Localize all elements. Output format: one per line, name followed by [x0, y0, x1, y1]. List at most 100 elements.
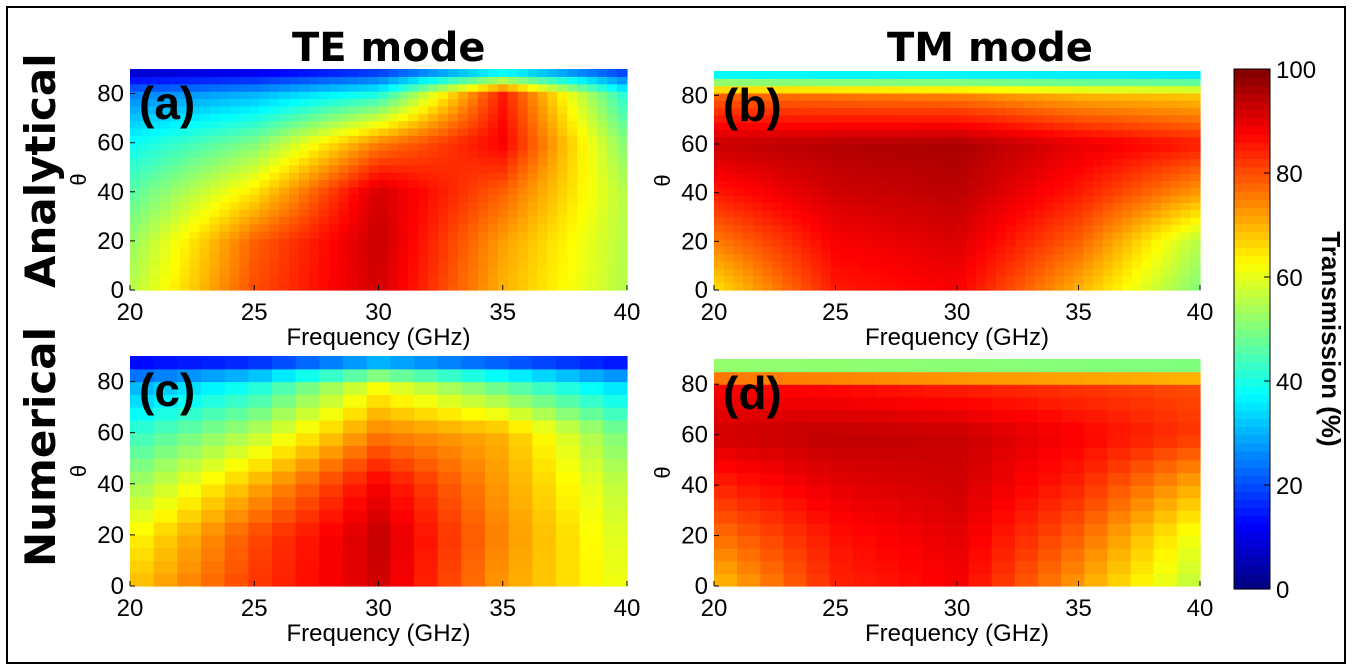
heatmap-cell	[869, 180, 880, 189]
heatmap-cell	[477, 275, 489, 284]
heatmap-cell	[438, 260, 449, 269]
heatmap-cell	[752, 107, 764, 116]
heatmap-cell	[1044, 85, 1055, 94]
heatmap-cell	[1151, 268, 1162, 276]
heatmap-cell	[259, 223, 270, 232]
heatmap-cell	[467, 245, 479, 254]
heatmap-cell	[737, 535, 761, 549]
heatmap-cell	[579, 356, 604, 370]
heatmap-cell	[259, 105, 270, 114]
heatmap-cell	[507, 223, 519, 232]
heatmap-cell	[850, 282, 861, 291]
heatmap-cell	[1131, 144, 1143, 152]
heatmap-cell	[1122, 136, 1133, 145]
heatmap-cell	[139, 135, 151, 144]
heatmap-cell	[368, 238, 380, 247]
heatmap-cell	[1180, 187, 1191, 196]
heatmap-cell	[1083, 71, 1094, 79]
heatmap-cell	[169, 179, 181, 188]
heatmap-cell	[219, 194, 230, 203]
heatmap-cell	[259, 231, 270, 240]
heatmap-cell	[179, 223, 191, 232]
heatmap-cell	[338, 76, 350, 85]
heatmap-cell	[567, 201, 578, 210]
heatmap-cell	[418, 282, 429, 291]
heatmap-cell	[249, 172, 260, 181]
heatmap-cell	[497, 260, 509, 269]
heatmap-cell	[957, 92, 968, 101]
heatmap-cell	[527, 208, 539, 217]
heatmap-cell	[378, 120, 390, 129]
colorbar-band	[1234, 296, 1270, 306]
heatmap-cell	[1112, 100, 1123, 109]
heatmap-cell	[850, 100, 861, 109]
heatmap-cell	[1151, 187, 1162, 196]
heatmap-cell	[1073, 195, 1084, 203]
heatmap-cell	[937, 92, 948, 101]
heatmap-cell	[209, 142, 221, 151]
heatmap-cell	[177, 547, 202, 562]
heatmap-cell	[507, 127, 519, 136]
heatmap-cell	[1131, 282, 1143, 291]
heatmap-cell	[1083, 78, 1094, 87]
heatmap-cell	[597, 113, 608, 122]
heatmap-cell	[1102, 202, 1114, 211]
heatmap-cell	[414, 394, 439, 408]
heatmap-cell	[1112, 173, 1123, 182]
heatmap-cell	[1180, 282, 1191, 291]
heatmap-cell	[1170, 92, 1182, 101]
heatmap-cell	[1025, 71, 1036, 79]
heatmap-cell	[153, 560, 178, 574]
heatmap-cell	[1112, 144, 1123, 152]
heatmap-cell	[976, 114, 987, 123]
heatmap-cell	[577, 216, 588, 225]
heatmap-cell	[1176, 409, 1201, 423]
heatmap-cell	[791, 195, 803, 203]
heatmap-cell	[1054, 224, 1065, 233]
heatmap-cell	[308, 179, 320, 188]
heatmap-cell	[269, 142, 280, 151]
heatmap-cell	[153, 394, 178, 408]
heatmap-cell	[743, 282, 754, 291]
heatmap-cell	[966, 165, 978, 174]
heatmap-cell	[153, 407, 178, 421]
heatmap-cell	[398, 267, 409, 276]
heatmap-cell	[1063, 122, 1075, 130]
heatmap-cell	[1044, 151, 1055, 160]
heatmap-cell	[1015, 85, 1026, 94]
heatmap-cell	[1014, 485, 1039, 499]
heatmap-cell	[811, 195, 822, 203]
heatmap-cell	[428, 172, 439, 181]
heatmap-cell	[547, 201, 559, 210]
heatmap-cell	[557, 164, 568, 173]
x-tick-label: 25	[822, 299, 849, 326]
heatmap-cell	[1141, 100, 1152, 109]
heatmap-cell	[1038, 560, 1062, 574]
heatmap-cell	[248, 547, 273, 562]
colorbar-band	[1234, 459, 1270, 468]
heatmap-cell	[366, 534, 391, 549]
colorbar-band	[1234, 345, 1270, 354]
heatmap-cell	[159, 238, 171, 247]
heatmap-cell	[888, 100, 900, 109]
heatmap-cell	[318, 113, 330, 122]
heatmap-cell	[567, 275, 578, 284]
heatmap-cell	[159, 91, 171, 100]
heatmap-cell	[1141, 180, 1152, 189]
heatmap-cell	[532, 534, 557, 549]
heatmap-cell	[189, 186, 201, 195]
heatmap-cell	[1153, 371, 1178, 385]
heatmap-cell	[908, 202, 919, 211]
heatmap-cell	[487, 69, 499, 77]
colorbar-tick-label: 80	[1276, 161, 1303, 188]
heatmap-cell	[418, 245, 429, 254]
heatmap-cell	[772, 100, 783, 109]
heatmap-cell	[438, 194, 449, 203]
heatmap-cell	[752, 180, 764, 189]
colorbar-band	[1234, 337, 1270, 346]
heatmap-cell	[179, 194, 191, 203]
heatmap-cell	[737, 396, 761, 411]
heatmap-cell	[177, 381, 202, 395]
heatmap-cell	[437, 356, 462, 370]
heatmap-cell	[527, 142, 539, 151]
